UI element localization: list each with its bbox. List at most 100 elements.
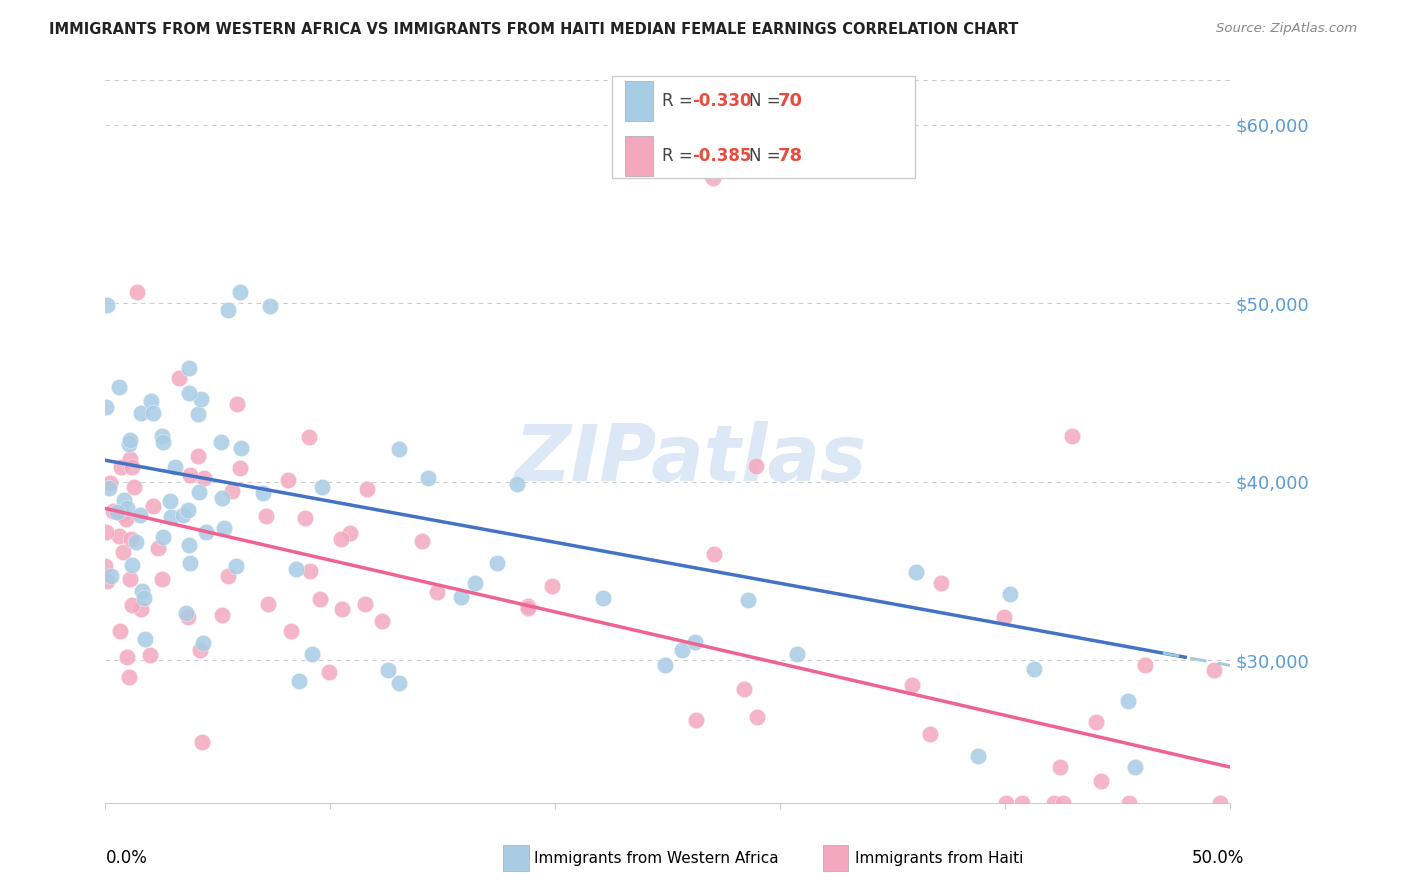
Point bbox=[134, 632, 156, 646]
Point bbox=[426, 584, 449, 599]
Point bbox=[1123, 760, 1146, 774]
Point bbox=[98, 476, 121, 491]
Point bbox=[339, 526, 361, 541]
Point bbox=[152, 530, 174, 544]
Point bbox=[330, 602, 353, 616]
Point bbox=[177, 610, 200, 624]
Point bbox=[540, 579, 562, 593]
Point bbox=[1060, 428, 1083, 442]
Point bbox=[152, 435, 174, 450]
Text: ZIPatlas: ZIPatlas bbox=[515, 421, 866, 497]
Text: IMMIGRANTS FROM WESTERN AFRICA VS IMMIGRANTS FROM HAITI MEDIAN FEMALE EARNINGS C: IMMIGRANTS FROM WESTERN AFRICA VS IMMIGR… bbox=[49, 22, 1018, 37]
Point bbox=[150, 428, 173, 442]
Point bbox=[195, 524, 218, 539]
Point bbox=[683, 635, 706, 649]
Point bbox=[150, 572, 173, 586]
Point bbox=[139, 394, 162, 409]
Point bbox=[1022, 662, 1045, 676]
Point bbox=[118, 434, 141, 448]
Point bbox=[450, 590, 472, 604]
Text: R =: R = bbox=[662, 92, 699, 110]
Text: 78: 78 bbox=[778, 147, 803, 165]
Point bbox=[108, 624, 131, 638]
Point bbox=[905, 566, 928, 580]
Point bbox=[188, 643, 211, 657]
Point bbox=[167, 371, 190, 385]
Point bbox=[179, 467, 201, 482]
Point bbox=[311, 479, 333, 493]
Point bbox=[177, 503, 200, 517]
Point bbox=[172, 508, 194, 523]
Point bbox=[100, 569, 122, 583]
Point bbox=[411, 534, 433, 549]
Point bbox=[703, 547, 725, 561]
Point bbox=[256, 597, 278, 611]
Point bbox=[287, 673, 309, 688]
Point bbox=[294, 511, 316, 525]
Point bbox=[918, 727, 941, 741]
Point bbox=[1052, 796, 1074, 810]
Point bbox=[654, 658, 676, 673]
Point bbox=[277, 473, 299, 487]
Point bbox=[110, 459, 132, 474]
Point bbox=[159, 510, 181, 524]
Point bbox=[966, 748, 988, 763]
Point bbox=[1011, 796, 1033, 810]
Point bbox=[94, 401, 117, 415]
Point bbox=[141, 406, 163, 420]
Text: Immigrants from Haiti: Immigrants from Haiti bbox=[855, 851, 1024, 865]
Point bbox=[685, 713, 707, 727]
Point bbox=[1116, 693, 1139, 707]
Point bbox=[96, 524, 118, 539]
Point bbox=[187, 407, 209, 421]
Point bbox=[129, 602, 152, 616]
Text: 70: 70 bbox=[778, 92, 803, 110]
Point bbox=[931, 576, 953, 591]
Point bbox=[129, 406, 152, 420]
Point bbox=[118, 572, 141, 586]
Point bbox=[371, 614, 394, 628]
Point bbox=[159, 494, 181, 508]
Point bbox=[1209, 796, 1232, 810]
Point bbox=[142, 500, 165, 514]
Text: N =: N = bbox=[749, 147, 786, 165]
Point bbox=[298, 430, 321, 444]
Point bbox=[118, 452, 141, 467]
Point bbox=[94, 559, 117, 574]
Point bbox=[1135, 657, 1157, 672]
Point bbox=[176, 606, 198, 620]
Point bbox=[280, 624, 302, 638]
Point bbox=[733, 681, 755, 696]
Point bbox=[179, 556, 201, 570]
Text: R =: R = bbox=[662, 147, 699, 165]
Point bbox=[221, 484, 243, 499]
Point bbox=[214, 521, 236, 535]
Point bbox=[118, 670, 141, 684]
Point bbox=[190, 735, 212, 749]
Point bbox=[121, 460, 143, 475]
Point bbox=[111, 507, 134, 521]
Point bbox=[299, 564, 322, 578]
Point bbox=[217, 303, 239, 318]
Point bbox=[127, 285, 149, 299]
Point bbox=[122, 480, 145, 494]
Point bbox=[517, 599, 540, 613]
Point bbox=[229, 441, 252, 455]
Point bbox=[188, 484, 211, 499]
Point bbox=[211, 607, 233, 622]
Text: 0.0%: 0.0% bbox=[105, 849, 148, 867]
Text: N =: N = bbox=[749, 92, 786, 110]
Point bbox=[745, 458, 768, 473]
Point bbox=[96, 298, 118, 312]
Point bbox=[1118, 796, 1140, 810]
Point bbox=[217, 568, 239, 582]
Point bbox=[108, 380, 131, 394]
Point bbox=[114, 512, 136, 526]
Point bbox=[592, 591, 614, 605]
Point bbox=[118, 437, 141, 451]
Text: Source: ZipAtlas.com: Source: ZipAtlas.com bbox=[1216, 22, 1357, 36]
Point bbox=[506, 477, 529, 491]
Point bbox=[179, 538, 201, 552]
Point bbox=[139, 648, 162, 663]
Point bbox=[301, 647, 323, 661]
